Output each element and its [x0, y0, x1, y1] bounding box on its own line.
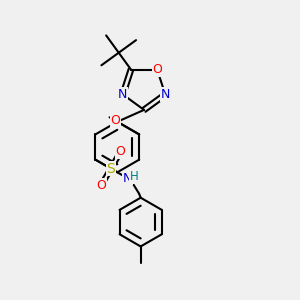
Text: O: O [110, 114, 120, 127]
Text: N: N [118, 88, 128, 101]
Text: N: N [123, 172, 132, 185]
Text: O: O [96, 179, 106, 192]
Text: O: O [152, 63, 162, 76]
Text: N: N [160, 88, 170, 101]
Text: S: S [106, 162, 115, 176]
Text: H: H [130, 170, 139, 183]
Text: O: O [116, 145, 125, 158]
